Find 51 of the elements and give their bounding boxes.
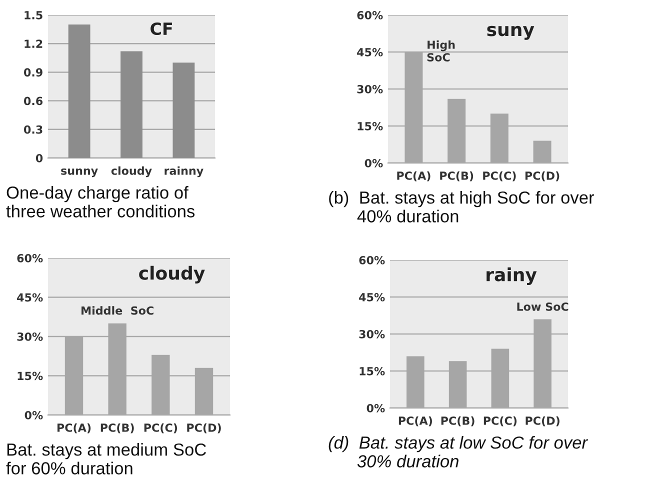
text: Bat. stays at medium SoC for 60% duration: [6, 443, 206, 474]
x-tick-label: PC(D): [526, 416, 560, 426]
y-tick-label: 45%: [357, 48, 383, 56]
x-tick-label: PC(D): [525, 171, 560, 182]
x-tick-label: PC(C): [483, 171, 516, 182]
x-tick-label: PC(A): [397, 171, 430, 182]
text: (d) Bat. stays at low SoC for over 30% duration: [328, 436, 588, 468]
chart-title: rainy: [486, 267, 537, 286]
text: One-day charge ratio of three weather conditions: [6, 186, 195, 218]
x-tick-label: PC(C): [144, 423, 178, 434]
x-tick-label: rainny: [164, 166, 204, 178]
y-tick-label: 30%: [17, 332, 43, 341]
x-tick-label: PC(D): [187, 423, 221, 434]
y-tick-label: 0.9: [24, 68, 42, 77]
y-tick-label: 45%: [359, 292, 385, 302]
x-tick-label: PC(B): [100, 423, 134, 434]
chart-title: CF: [150, 22, 172, 36]
bar: [120, 51, 142, 158]
y-tick-label: 0%: [24, 410, 43, 420]
y-tick-label: 15%: [360, 366, 385, 376]
x-tick-label: PC(C): [484, 416, 517, 426]
y-tick-label: 1.5: [24, 11, 42, 20]
chart-title: suny: [487, 26, 534, 40]
y-tick-label: 15%: [358, 122, 383, 130]
bar: [172, 62, 195, 158]
annotation: Low SoC: [517, 302, 568, 311]
y-tick-label: 0%: [366, 404, 385, 412]
chart-title: cloudy: [139, 266, 205, 284]
x-tick-label: PC(B): [441, 416, 474, 426]
y-tick-label: 0.6: [24, 96, 43, 106]
annotation: Middle SoC: [82, 306, 154, 315]
bar: [68, 24, 90, 158]
x-tick-label: cloudy: [111, 166, 152, 178]
x-tick-label: PC(A): [57, 423, 91, 434]
annotation: High SoC: [427, 40, 455, 62]
y-tick-label: 30%: [359, 330, 385, 338]
y-tick-label: 0.3: [24, 125, 42, 134]
x-tick-label: sunny: [61, 168, 98, 178]
y-tick-label: 0%: [364, 158, 383, 168]
y-tick-label: 60%: [357, 10, 383, 20]
y-tick-label: 0: [36, 154, 43, 162]
y-tick-label: 15%: [18, 372, 43, 380]
y-tick-label: 60%: [17, 254, 43, 262]
x-tick-label: PC(B): [440, 171, 474, 182]
bar: [533, 140, 552, 163]
y-tick-label: 60%: [359, 256, 385, 264]
y-tick-label: 1.2: [24, 40, 42, 48]
x-tick-label: PC(A): [398, 416, 432, 426]
y-tick-label: 30%: [357, 84, 383, 94]
text: (b) Bat. stays at high SoC for over 40% duration: [329, 191, 594, 222]
y-tick-label: 45%: [17, 293, 43, 302]
